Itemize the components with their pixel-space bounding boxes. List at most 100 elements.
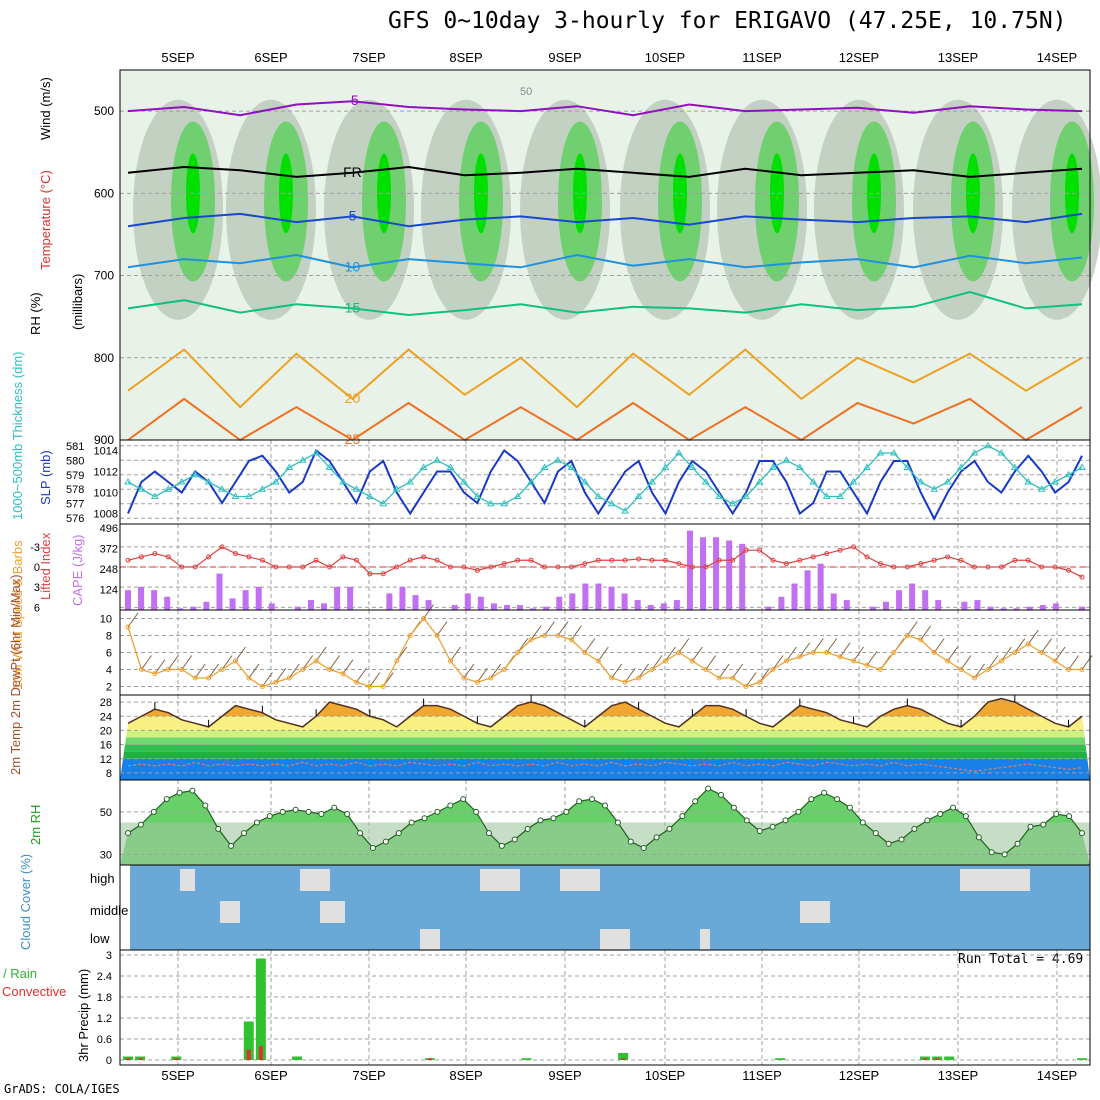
wind-barb — [194, 663, 206, 679]
lifted-index-point — [528, 557, 534, 563]
cloud-block — [800, 901, 830, 923]
rh-point — [1053, 811, 1060, 817]
lifted-index-point — [904, 564, 910, 570]
slp-tick: 1012 — [94, 467, 118, 479]
lifted-index-point — [662, 557, 668, 563]
wind-speed-point — [447, 658, 453, 664]
thickness-point — [916, 478, 925, 485]
cape-bar — [569, 593, 576, 610]
isotherm-label: 5 — [349, 207, 357, 223]
temp-band — [120, 730, 1090, 738]
wind-speed-point — [327, 667, 333, 672]
thickness-point — [890, 449, 898, 456]
precip-conv-bar — [258, 1046, 263, 1060]
wind-barb — [785, 646, 797, 662]
day-label-top: 14SEP — [1037, 50, 1077, 65]
credit-label: GrADS: COLA/IGES — [4, 1082, 120, 1096]
wind-speed-point — [649, 667, 655, 672]
rh-point — [1027, 823, 1034, 830]
isotherm-line — [127, 212, 1083, 228]
precip-conv-bar — [923, 1058, 928, 1060]
lifted-index-point — [286, 564, 292, 570]
wind-barb — [732, 663, 744, 679]
rh-point — [563, 808, 570, 815]
wind-barb — [288, 663, 300, 679]
wind-barb — [450, 646, 461, 662]
rh-point — [408, 819, 415, 826]
thickness-point — [594, 492, 603, 499]
wind-barb — [557, 621, 569, 636]
wind-barb — [356, 667, 367, 683]
lifted-index-point — [931, 557, 937, 563]
rh-point — [318, 811, 325, 817]
rh-point — [911, 825, 918, 832]
cape-bar — [1013, 608, 1020, 610]
wind-speed-point — [609, 675, 615, 681]
isotherm-line — [127, 348, 1083, 409]
rh-point — [369, 845, 376, 851]
rh-point — [1001, 851, 1008, 858]
wind-speed-point — [340, 671, 346, 677]
cape-bar — [817, 563, 824, 610]
day-label-bottom: 7SEP — [352, 1068, 385, 1083]
thickness-point — [621, 506, 630, 514]
cape-tick: 372 — [100, 543, 118, 555]
thickness-point — [137, 485, 146, 492]
cape-bar — [1052, 603, 1059, 610]
cape-bar — [961, 601, 968, 610]
wind-speed-point — [582, 650, 588, 655]
wind-speed-point — [1052, 658, 1058, 664]
wind-tick: 4 — [106, 665, 112, 677]
wind-speed-point — [125, 624, 131, 630]
wind-speed-point — [246, 675, 252, 681]
lifted-index-point — [232, 551, 238, 557]
cape-bar — [490, 603, 497, 610]
wind-barb — [584, 638, 596, 653]
cape-bar — [1026, 606, 1033, 610]
cape-bar — [686, 530, 693, 610]
precip-total-bar — [618, 1053, 629, 1060]
wind-barb — [745, 672, 757, 687]
rh-point — [1079, 830, 1085, 837]
cape-bar — [190, 606, 197, 610]
wind-speed-point — [488, 675, 494, 681]
wind-speed-point — [824, 650, 830, 655]
rh-point — [421, 815, 428, 822]
rh-point — [163, 796, 170, 803]
isotherm-label: 10 — [345, 258, 361, 274]
rh-point — [292, 806, 299, 813]
li-tick: 6 — [34, 602, 40, 614]
lifted-index-point — [327, 564, 333, 570]
wind-speed-point — [380, 684, 386, 689]
wind-barb — [611, 663, 623, 679]
thickness-tick: 580 — [66, 455, 84, 467]
wind-barb — [638, 663, 649, 679]
rh-point — [511, 836, 518, 843]
precip-tick: 1.8 — [97, 992, 112, 1004]
wind-barb — [799, 642, 811, 658]
lifted-index-point — [985, 564, 991, 570]
day-label-bottom: 11SEP — [742, 1068, 782, 1083]
lifted-index-point — [864, 554, 870, 560]
wind-speed-point — [474, 679, 480, 685]
day-label-bottom: 14SEP — [1037, 1068, 1077, 1083]
wind-barb — [127, 612, 139, 628]
run-total-label: Run Total = 4.69 — [958, 952, 1084, 967]
rh-point — [1066, 813, 1073, 820]
li-tick: 3 — [34, 582, 40, 594]
wind-barb — [235, 646, 246, 662]
lifted-index-point — [340, 554, 346, 560]
axis-label: Temperature (°C) — [38, 170, 53, 270]
cloud-row-label: middle — [90, 903, 128, 918]
wind-speed-point — [985, 667, 991, 672]
wind-barb — [974, 663, 985, 679]
thickness-point — [527, 478, 535, 485]
wind-speed-point — [1079, 667, 1085, 672]
rh-point — [228, 842, 235, 849]
lifted-index-point — [367, 571, 373, 577]
pressure-tick: 500 — [94, 104, 114, 118]
thickness-point — [339, 478, 347, 485]
thickness-point — [231, 492, 240, 499]
wind-speed-point — [528, 637, 534, 643]
precip-label: 3hr Precip (mm) — [76, 969, 91, 1062]
